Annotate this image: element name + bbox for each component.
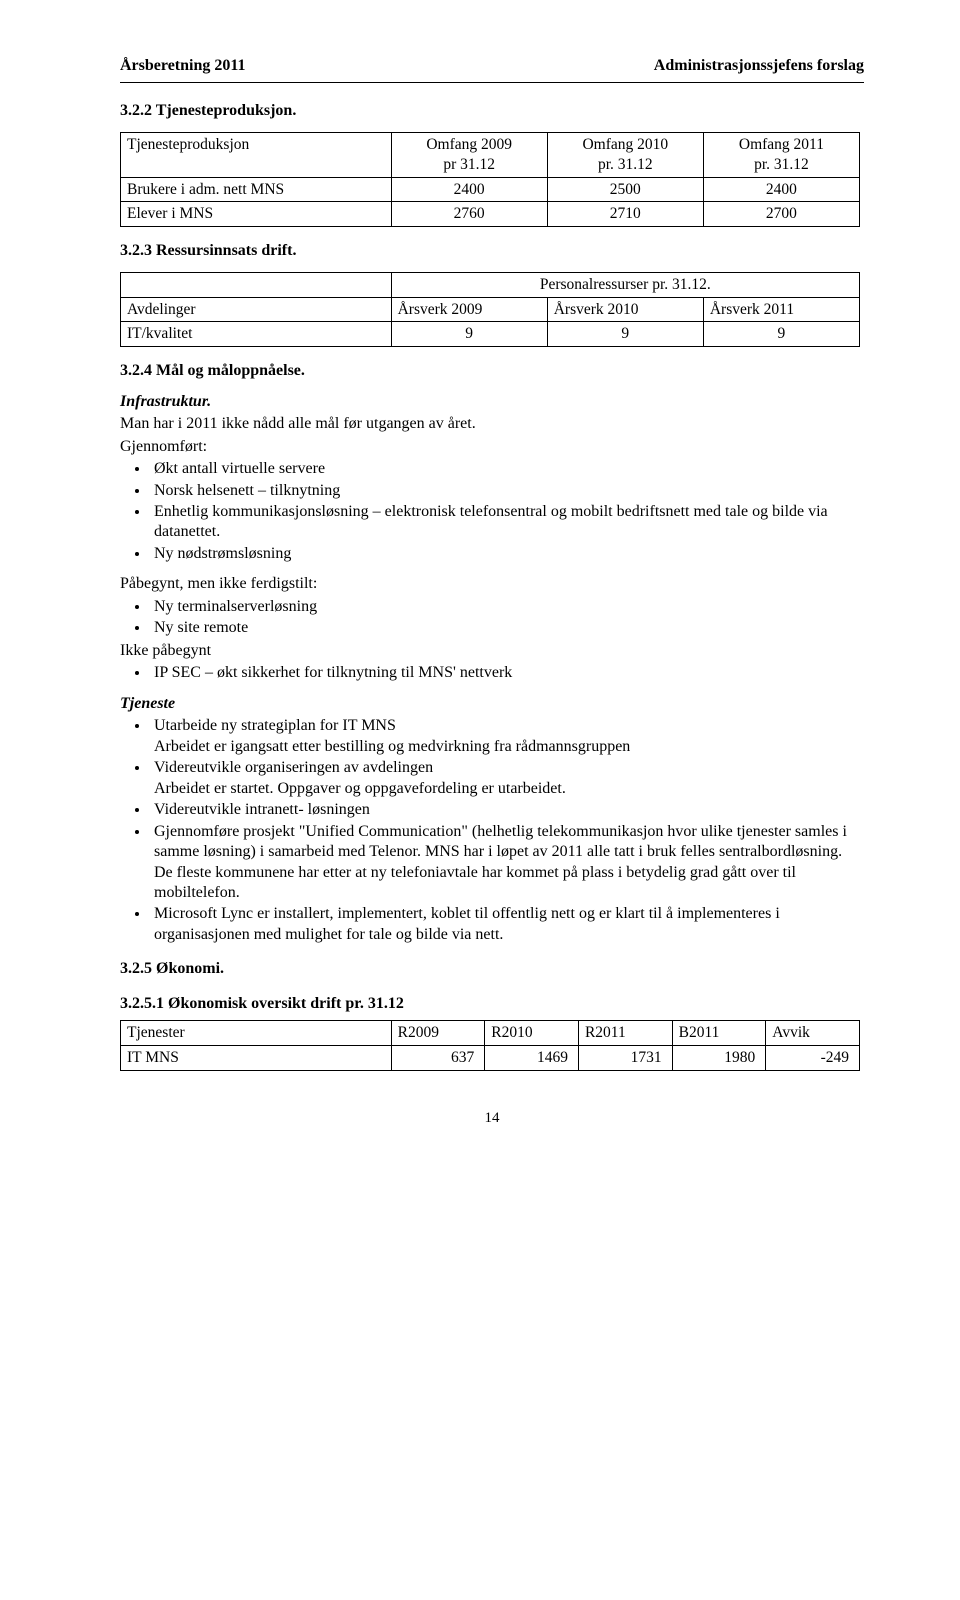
gjennomfort-list: Økt antall virtuelle servereNorsk helsen… <box>150 459 864 564</box>
infrastruktur-label: Infrastruktur. <box>120 392 864 412</box>
table-cell: Brukere i adm. nett MNS <box>121 177 392 202</box>
table-header-cell: Årsverk 2009 <box>391 297 547 322</box>
table-header-cell: B2011 <box>672 1021 766 1046</box>
table-header-cell: R2010 <box>485 1021 579 1046</box>
heading-3-2-5-1: 3.2.5.1 Økonomisk oversikt drift pr. 31.… <box>120 994 864 1014</box>
heading-3-2-2: 3.2.2 Tjenesteproduksjon. <box>120 101 864 121</box>
list-item: Gjennomføre prosjekt "Unified Communicat… <box>150 822 864 904</box>
table-cell: -249 <box>766 1046 860 1071</box>
table-super-header: Personalressurser pr. 31.12. <box>391 272 859 297</box>
table-header-cell: Tjenesteproduksjon <box>121 132 392 177</box>
header-left: Årsberetning 2011 <box>120 56 245 76</box>
table-row: IT/kvalitet999 <box>121 322 860 347</box>
table-header-cell: Omfang 2009pr 31.12 <box>391 132 547 177</box>
list-item: Videreutvikle organiseringen av avdeling… <box>150 758 864 799</box>
infrastruktur-intro: Man har i 2011 ikke nådd alle mål før ut… <box>120 414 864 434</box>
list-item: Microsoft Lync er installert, implemente… <box>150 904 864 945</box>
heading-3-2-4: 3.2.4 Mål og måloppnåelse. <box>120 361 864 381</box>
list-item: Ny nødstrømsløsning <box>150 544 864 564</box>
table-cell: 9 <box>703 322 859 347</box>
table-cell: 1469 <box>485 1046 579 1071</box>
table-cell: 2710 <box>547 202 703 227</box>
table-okonomi: TjenesterR2009R2010R2011B2011AvvikIT MNS… <box>120 1020 860 1071</box>
pabegynt-list: Ny terminalserverløsningNy site remote <box>150 597 864 639</box>
table-cell: 9 <box>547 322 703 347</box>
table-cell: 2760 <box>391 202 547 227</box>
table-cell: Elever i MNS <box>121 202 392 227</box>
table-cell: 2500 <box>547 177 703 202</box>
ikke-pabegynt-label: Ikke påbegynt <box>120 641 864 661</box>
tjeneste-list: Utarbeide ny strategiplan for IT MNSArbe… <box>150 716 864 945</box>
table-cell: 1731 <box>578 1046 672 1071</box>
table-cell: 2400 <box>703 177 859 202</box>
table-cell: 9 <box>391 322 547 347</box>
table-header-cell: Omfang 2011pr. 31.12 <box>703 132 859 177</box>
heading-3-2-5: 3.2.5 Økonomi. <box>120 959 864 979</box>
table-header-cell: Årsverk 2011 <box>703 297 859 322</box>
gjennomfort-label: Gjennomført: <box>120 437 864 457</box>
list-item: Norsk helsenett – tilknytning <box>150 481 864 501</box>
table-cell: 2400 <box>391 177 547 202</box>
list-item: Økt antall virtuelle servere <box>150 459 864 479</box>
table-row: Brukere i adm. nett MNS240025002400 <box>121 177 860 202</box>
table-tjenesteproduksjon: TjenesteproduksjonOmfang 2009pr 31.12Omf… <box>120 132 860 227</box>
table-cell: 2700 <box>703 202 859 227</box>
page-number: 14 <box>120 1109 864 1128</box>
table-header-cell: Avvik <box>766 1021 860 1046</box>
table-cell: 637 <box>391 1046 485 1071</box>
table-header-cell: Årsverk 2010 <box>547 297 703 322</box>
header-rule <box>120 82 864 83</box>
table-row: Elever i MNS276027102700 <box>121 202 860 227</box>
table-cell: 1980 <box>672 1046 766 1071</box>
table-header-cell: Omfang 2010pr. 31.12 <box>547 132 703 177</box>
table-header-cell: R2011 <box>578 1021 672 1046</box>
table-header-cell: Tjenester <box>121 1021 392 1046</box>
table-header-cell: Avdelinger <box>121 297 392 322</box>
list-item: Utarbeide ny strategiplan for IT MNSArbe… <box>150 716 864 757</box>
heading-3-2-3: 3.2.3 Ressursinnsats drift. <box>120 241 864 261</box>
pabegynt-label: Påbegynt, men ikke ferdigstilt: <box>120 574 864 594</box>
table-row: IT MNS637146917311980-249 <box>121 1046 860 1071</box>
list-item: Enhetlig kommunikasjonsløsning – elektro… <box>150 502 864 543</box>
table-cell: IT/kvalitet <box>121 322 392 347</box>
list-item: IP SEC – økt sikkerhet for tilknytning t… <box>150 663 864 683</box>
table-header-cell: R2009 <box>391 1021 485 1046</box>
table-cell <box>121 272 392 297</box>
list-item: Videreutvikle intranett- løsningen <box>150 800 864 820</box>
tjeneste-label: Tjeneste <box>120 694 864 714</box>
header-right: Administrasjonssjefens forslag <box>654 56 864 76</box>
table-cell: IT MNS <box>121 1046 392 1071</box>
page-header: Årsberetning 2011 Administrasjonssjefens… <box>120 56 864 76</box>
list-item: Ny site remote <box>150 618 864 638</box>
list-item: Ny terminalserverløsning <box>150 597 864 617</box>
table-ressursinnsats: Personalressurser pr. 31.12.AvdelingerÅr… <box>120 272 860 347</box>
ikke-pabegynt-list: IP SEC – økt sikkerhet for tilknytning t… <box>150 663 864 683</box>
